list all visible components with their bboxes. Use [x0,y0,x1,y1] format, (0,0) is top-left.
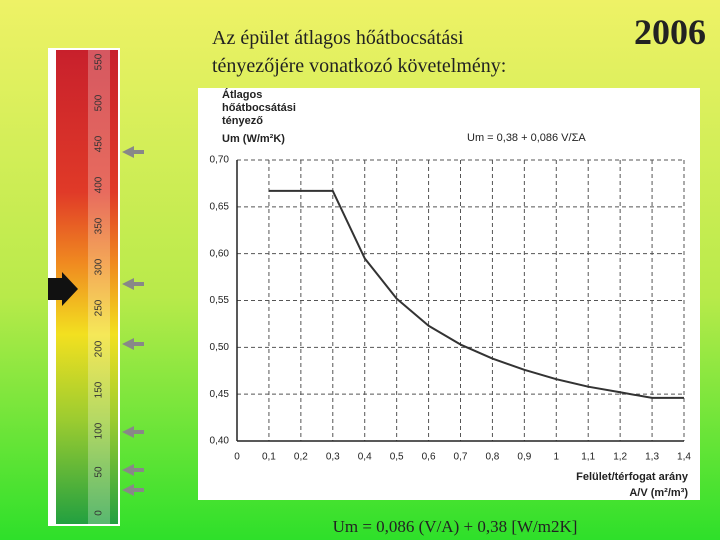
scale-label: 350 [94,217,105,234]
slide-title: Az épület átlagos hőátbocsátási [212,27,464,49]
y-tick-label: 0,55 [210,295,230,306]
x-tick-label: 1,1 [581,452,595,463]
chart-panel [198,88,700,500]
caption: Um = 0,086 (V/A) + 0,38 [W/m2K] [333,517,578,536]
year: 2006 [634,12,706,52]
arrow [122,484,134,496]
arrow [122,338,134,350]
x-tick-label: 0,3 [326,452,340,463]
scale-label: 400 [94,176,105,193]
scale-label: 500 [94,94,105,111]
arrow [122,278,134,290]
x-axis-label: Felület/térfogat arány [576,471,689,483]
y-tick-label: 0,70 [210,155,230,166]
y-tick-label: 0,50 [210,342,230,353]
scale-label: 50 [94,466,105,478]
scale-label: 300 [94,258,105,275]
x-tick-label: 0,9 [517,452,531,463]
slide-title: tényezőjére vonatkozó követelmény: [212,55,506,77]
y-axis-label: hőátbocsátási [222,102,296,114]
x-tick-label: 1,4 [677,452,691,463]
x-tick-label: 0,6 [422,452,436,463]
scale-label: 200 [94,340,105,357]
scale-label: 250 [94,299,105,316]
x-tick-label: 0,5 [390,452,404,463]
x-tick-label: 0,7 [454,452,468,463]
x-tick-label: 0,8 [485,452,499,463]
arrow [122,146,134,158]
x-tick-label: 1,3 [645,452,659,463]
annotation: Um = 0,38 + 0,086 V/ΣA [467,132,586,144]
y-tick-label: 0,40 [210,436,230,447]
data-line [268,189,684,399]
y-axis-label: Átlagos [222,88,262,101]
scale-label-band [88,50,110,524]
scale-label: 550 [94,53,105,70]
x-tick-label: 0,4 [358,452,372,463]
arrow [122,464,134,476]
scale-label: 0 [94,510,105,516]
y-tick-label: 0,60 [210,248,230,259]
arrow [122,426,134,438]
y-axis-label: tényező [222,115,263,127]
x-tick-label: 0,1 [262,452,276,463]
current-arrow [48,272,78,306]
x-tick-label: 0 [234,452,240,463]
x-tick-label: 0,2 [294,452,308,463]
scale-label: 450 [94,135,105,152]
scale-arrows [122,146,144,496]
scale-label: 100 [94,422,105,439]
scale-label: 150 [94,381,105,398]
y-tick-label: 0,45 [210,389,230,400]
y-tick-label: 0,65 [210,201,230,212]
x-tick-label: 1 [554,452,560,463]
x-tick-label: 1,2 [613,452,627,463]
x-axis-label: A/V (m²/m³) [629,487,688,499]
y-axis-label: Um (W/m²K) [222,133,285,145]
